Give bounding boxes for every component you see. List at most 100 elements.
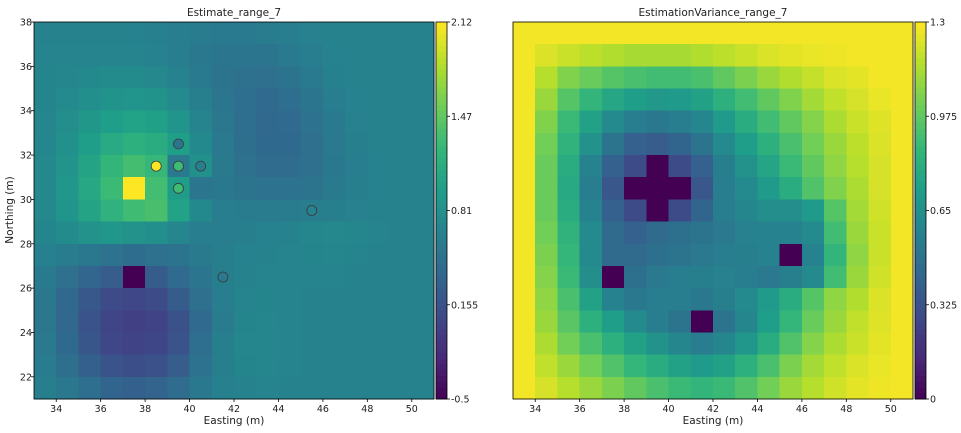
heatmap-cell — [579, 332, 603, 356]
colorbar-segment — [915, 263, 926, 271]
heatmap-cell — [145, 177, 168, 201]
heatmap-cell — [411, 44, 435, 67]
heatmap-cell — [846, 199, 870, 223]
heatmap-cell — [145, 310, 168, 334]
heatmap-cell — [846, 310, 870, 334]
heatmap-cell — [535, 110, 559, 134]
heatmap-cell — [713, 332, 736, 356]
heatmap-cell — [256, 265, 280, 289]
variance-xlabel: Easting (m) — [683, 415, 744, 427]
heatmap-cell — [668, 66, 692, 90]
heatmap-cell — [367, 221, 391, 245]
heatmap-cell — [234, 332, 257, 356]
heatmap-cell — [211, 354, 235, 378]
heatmap-cell — [300, 22, 324, 45]
colorbar-segment — [436, 39, 447, 47]
heatmap-cell — [779, 243, 803, 267]
heatmap-cell — [713, 221, 736, 245]
heatmap-cell — [713, 288, 736, 311]
colorbar-segment — [915, 151, 926, 159]
x-tick-label: 46 — [317, 404, 329, 415]
heatmap-cell — [145, 354, 168, 378]
heatmap-cell — [345, 376, 368, 400]
heatmap-cell — [300, 155, 324, 178]
heatmap-cell — [411, 288, 435, 311]
x-tick-label: 50 — [406, 404, 418, 415]
heatmap-cell — [801, 132, 825, 156]
colorbar-segment — [915, 351, 926, 359]
heatmap-cell — [824, 177, 847, 201]
heatmap-cell — [713, 243, 736, 267]
heatmap-cell — [757, 221, 781, 245]
colorbar-tick-label: 0.65 — [930, 206, 951, 217]
heatmap-cell — [601, 376, 625, 400]
heatmap-cell — [189, 66, 213, 90]
heatmap-cell — [167, 221, 191, 245]
heatmap-cell — [389, 177, 413, 201]
heatmap-cell — [713, 310, 736, 334]
colorbar-segment — [436, 328, 447, 335]
heatmap-cell — [735, 310, 759, 334]
heatmap-cell — [890, 110, 914, 134]
heatmap-cell — [411, 22, 435, 45]
heatmap-cell — [868, 88, 892, 112]
heatmap-cell — [646, 265, 670, 289]
colorbar-tick-label: 2.12 — [451, 18, 472, 29]
heatmap-cell — [824, 66, 847, 90]
heatmap-cell — [579, 177, 603, 201]
colorbar-segment — [915, 334, 926, 341]
heatmap-cell — [557, 88, 581, 112]
heatmap-cell — [34, 199, 57, 223]
colorbar-segment — [436, 75, 447, 82]
x-tick-label: 44 — [751, 404, 763, 415]
heatmap-cell — [713, 376, 736, 400]
colorbar-segment — [915, 122, 926, 129]
heatmap-cell — [411, 221, 435, 245]
heatmap-cell — [122, 376, 146, 400]
heatmap-cell — [345, 354, 368, 378]
heatmap-cell — [779, 265, 803, 289]
heatmap-cell — [779, 44, 803, 67]
heatmap-cell — [211, 155, 235, 178]
heatmap-cell — [601, 177, 625, 201]
heatmap-cell — [211, 22, 235, 45]
colorbar-segment — [436, 157, 447, 164]
heatmap-cell — [668, 221, 692, 245]
colorbar-segment — [915, 51, 926, 58]
colorbar-segment — [915, 322, 926, 329]
heatmap-cell — [601, 265, 625, 289]
heatmap-cell — [78, 288, 102, 311]
colorbar-segment — [915, 128, 926, 135]
heatmap-cell — [601, 155, 625, 178]
colorbar-segment — [915, 175, 926, 182]
heatmap-cell — [256, 110, 280, 134]
heatmap-cell — [345, 332, 368, 356]
colorbar-segment — [915, 181, 926, 188]
sample-point — [306, 205, 318, 216]
heatmap-cell — [690, 177, 714, 201]
heatmap-cell — [345, 288, 368, 311]
colorbar-segment — [436, 80, 447, 88]
heatmap-cell — [579, 44, 603, 67]
heatmap-cell — [624, 221, 647, 245]
heatmap-cell — [757, 22, 781, 45]
colorbar-segment — [915, 139, 926, 147]
colorbar-segment — [915, 257, 926, 265]
heatmap-cell — [824, 288, 847, 311]
colorbar-segment — [436, 387, 447, 394]
heatmap-cell — [646, 243, 670, 267]
heatmap-cell — [167, 22, 191, 45]
heatmap-cell — [56, 288, 80, 311]
heatmap-cell — [389, 110, 413, 134]
sample-point — [173, 160, 184, 172]
colorbar-segment — [436, 98, 447, 106]
heatmap-cell — [668, 265, 692, 289]
heatmap-cell — [256, 288, 280, 311]
colorbar-segment — [436, 292, 447, 300]
heatmap-cell — [389, 310, 413, 334]
heatmap-cell — [100, 177, 124, 201]
x-tick-label: 36 — [574, 404, 586, 415]
heatmap-cell — [411, 310, 435, 334]
heatmap-cell — [411, 177, 435, 201]
heatmap-cell — [601, 310, 625, 334]
